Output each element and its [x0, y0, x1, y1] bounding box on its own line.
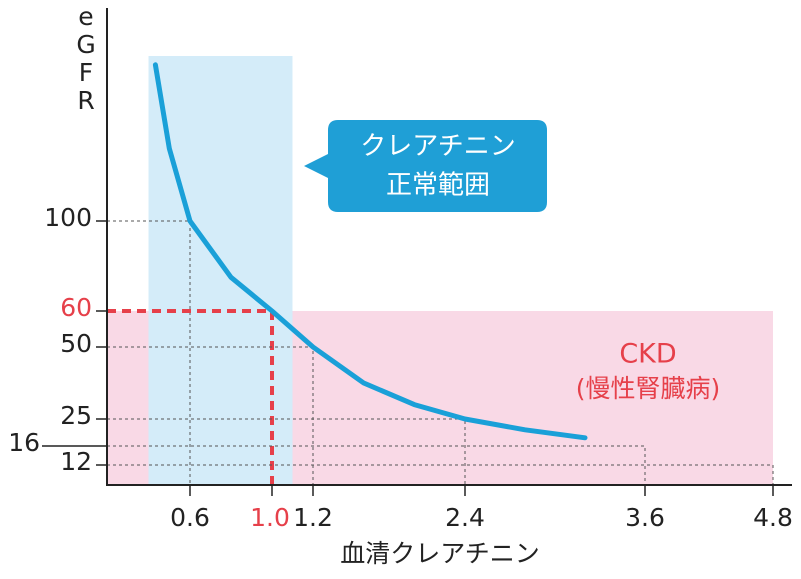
- guide-line: [107, 418, 466, 485]
- region: [148, 56, 293, 485]
- y-axis-title: R: [77, 86, 94, 115]
- guide-line: [107, 220, 191, 485]
- x-tick-label: 1.2: [293, 503, 333, 532]
- x-tick-label: 1.0: [250, 503, 290, 532]
- callout-box: [304, 120, 547, 212]
- y-tick-label: 60: [60, 293, 92, 322]
- x-tick-label: 4.8: [753, 503, 793, 532]
- y-tick-label: 12: [60, 447, 92, 476]
- y-axis-title: e: [78, 2, 93, 31]
- guide-line: [107, 464, 774, 485]
- curve: [152, 62, 588, 441]
- y-tick-label: 25: [60, 401, 92, 430]
- x-tick-label: 3.6: [625, 503, 665, 532]
- callout-label: 正常範囲: [386, 171, 490, 201]
- x-tick-label: 2.4: [445, 503, 485, 532]
- y-tick-label: 16: [8, 428, 40, 457]
- y-axis-title: G: [76, 30, 95, 59]
- regions: [107, 56, 773, 485]
- region-label: CKD: [619, 339, 676, 370]
- y-tick-label: 100: [44, 203, 92, 232]
- region-label: (慢性腎臓病): [576, 374, 721, 403]
- x-tick-label: 0.6: [170, 503, 210, 532]
- x-axis-title: 血清クレアチニン: [340, 539, 540, 568]
- guide-line: [107, 445, 646, 485]
- y-axis-title: F: [79, 58, 93, 87]
- callout-label: クレアチニン: [360, 132, 515, 162]
- y-tick-label: 50: [60, 329, 92, 358]
- curve-layer: [152, 62, 588, 441]
